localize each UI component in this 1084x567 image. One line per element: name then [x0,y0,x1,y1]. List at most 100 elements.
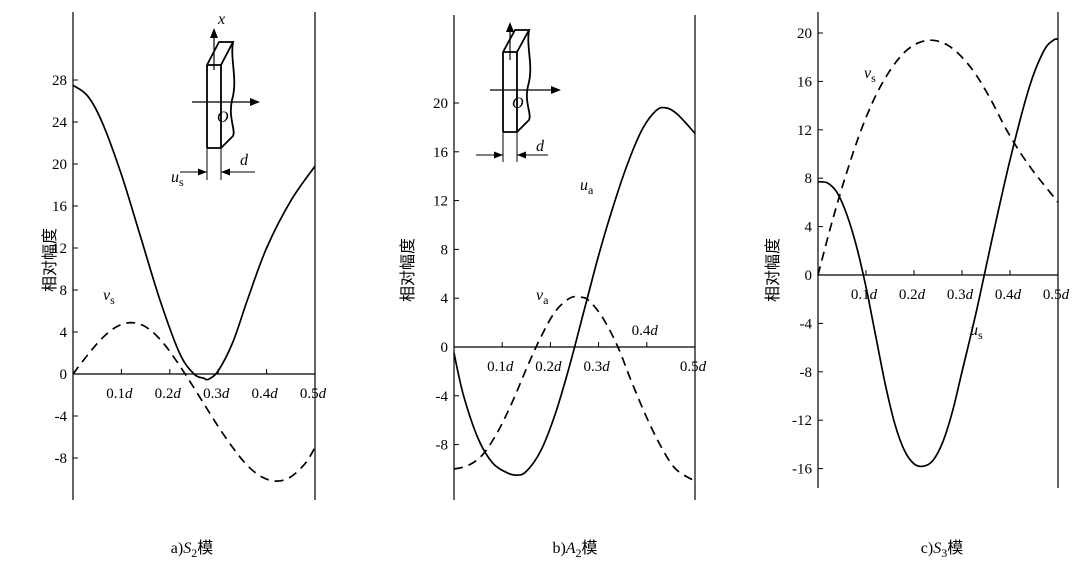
x-tick-value: 0.4 [632,323,651,339]
caption-subscript: 2 [191,546,197,560]
series-label-symbol: u [580,177,588,194]
caption-prefix: b) [552,540,565,557]
series-label-symbol: v [536,287,544,304]
arrowhead-icon [198,168,207,176]
x-tick-label: 0.5d [300,386,327,402]
x-tick-value: 0.2 [899,287,918,303]
y-tick-label: 0 [60,367,68,383]
x-tick-value: 0.2 [535,359,554,375]
x-tick-unit: d [506,359,514,375]
y-axis-label: 相对幅度 [764,238,782,302]
x-tick-value: 0.5 [680,359,699,375]
y-tick-label: -8 [800,365,813,381]
series-label-subscript: s [978,328,983,342]
y-axis-label: 相对幅度 [41,228,59,292]
x-tick-value: 0.5 [300,386,319,402]
x-tick-unit: d [870,287,878,303]
y-tick-label: 28 [52,73,67,89]
y-tick-label: 12 [433,194,448,210]
series-label-symbol: u [171,169,179,186]
x-tick-unit: d [222,386,230,402]
x-tick-unit: d [173,386,181,402]
y-tick-label: 4 [805,220,813,236]
x-tick-label: 0.4d [251,386,278,402]
series-label-subscript: s [110,293,115,307]
y-tick-label: 8 [60,283,68,299]
x-tick-unit: d [918,287,926,303]
y-tick-label: 12 [52,241,67,257]
series-label: us [970,322,983,342]
x-tick-label: 0.5d [680,359,707,375]
y-axis-label: 相对幅度 [399,238,417,302]
caption-subscript: 2 [576,546,582,560]
inset-thickness-label: d [240,152,249,169]
series-label: us [171,169,184,189]
arrowhead-icon [494,151,503,159]
x-tick-value: 0.4 [251,386,270,402]
x-tick-unit: d [319,386,327,402]
series-label: ua [580,177,594,197]
y-tick-label: -16 [792,462,812,478]
y-tick-label: 20 [797,26,812,42]
y-tick-label: 16 [52,199,68,215]
x-tick-label: 0.1d [851,287,878,303]
caption-suffix: 模 [947,539,963,557]
caption-suffix: 模 [197,539,213,557]
x-tick-label: 0.1d [487,359,514,375]
caption-symbol: A [565,540,576,557]
inset-axis-label: x [217,11,225,28]
x-tick-unit: d [650,323,658,339]
series-label-subscript: a [588,183,594,197]
x-tick-label: 0.3d [947,287,974,303]
x-tick-label: 0.2d [899,287,926,303]
y-tick-label: 4 [441,291,449,307]
y-tick-label: 4 [60,325,68,341]
x-tick-label: 0.5d [1043,287,1070,303]
x-tick-value: 0.2 [155,386,174,402]
y-tick-label: -12 [792,413,812,429]
series-line-ua [453,106,696,476]
plate-outline [206,41,236,149]
series-label: vs [103,287,115,307]
x-tick-value: 0.3 [947,287,966,303]
series-label: va [536,287,549,307]
x-tick-unit: d [602,359,610,375]
series-line-va [453,295,696,482]
x-tick-label: 0.2d [535,359,562,375]
inset-origin-label: O [512,95,524,112]
x-tick-value: 0.1 [487,359,506,375]
x-tick-unit: d [125,386,133,402]
y-tick-label: 0 [441,340,449,356]
plate-inset-diagram: Od [476,22,561,162]
x-tick-label: 0.4d [632,323,659,339]
x-tick-value: 0.5 [1043,287,1062,303]
y-tick-label: 16 [433,145,449,161]
x-tick-unit: d [554,359,562,375]
y-tick-label: -4 [55,409,68,425]
x-tick-value: 0.1 [851,287,870,303]
series-line-vs [72,321,316,482]
caption-prefix: a) [171,540,183,557]
plate-outline [502,29,532,133]
caption-symbol: S [183,540,191,557]
caption-suffix: 模 [582,539,598,557]
x-tick-unit: d [699,359,707,375]
x-tick-label: 0.3d [203,386,230,402]
panel-caption: c)S3模 [921,539,963,560]
x-tick-value: 0.3 [583,359,602,375]
inset-thickness-label: d [536,138,545,155]
y-tick-label: 0 [805,268,813,284]
y-tick-label: -4 [436,389,449,405]
caption-symbol: S [933,540,941,557]
y-tick-label: 16 [797,74,813,90]
series-label-symbol: u [970,322,978,339]
panel-caption: b)A2模 [552,539,597,560]
arrowhead-icon [506,22,514,32]
arrowhead-icon [517,151,526,159]
series-label-symbol: v [103,287,111,304]
y-tick-label: 20 [52,157,67,173]
x-tick-unit: d [1062,287,1070,303]
